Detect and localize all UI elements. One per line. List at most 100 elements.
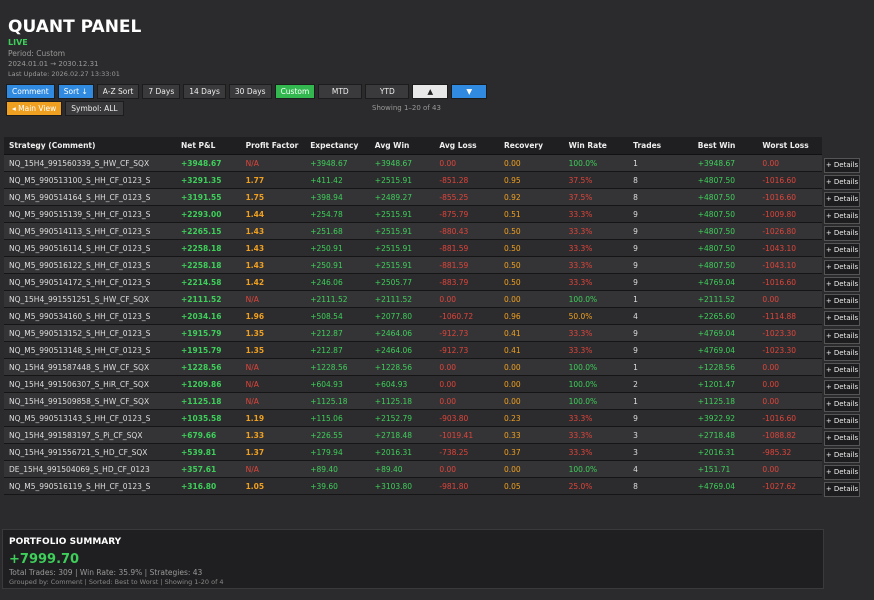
table-cell: +115.06	[305, 409, 370, 427]
table-cell: 33.3%	[563, 239, 629, 257]
details-button[interactable]: + Details	[824, 379, 860, 395]
table-cell: +4769.04	[692, 324, 758, 342]
table-cell: +4807.50	[692, 256, 758, 274]
table-cell: +254.78	[305, 205, 370, 223]
table-cell: +151.71	[692, 460, 758, 478]
toolbar-button[interactable]: ▲	[412, 84, 449, 99]
table-cell: +2515.91	[369, 205, 435, 223]
table-cell: 1.42	[240, 273, 306, 291]
table-cell: +4769.04	[692, 273, 758, 291]
details-button[interactable]: + Details	[824, 481, 860, 497]
table-cell: 1.75	[240, 188, 306, 206]
toolbar-button[interactable]: MTD	[318, 84, 363, 99]
table-cell: -738.25	[434, 443, 499, 461]
table-cell: -881.59	[434, 256, 499, 274]
table-cell: N/A	[240, 290, 306, 308]
table-row: NQ_15H4_991587448_S_HW_CF_SQX +1228.56 N/A…	[4, 358, 822, 376]
table-cell: -981.80	[434, 477, 499, 495]
symbol-button[interactable]: Symbol: ALL	[65, 101, 124, 116]
table-cell: NQ_M5_990513100_S_HH_CF_0123_S	[4, 171, 176, 189]
table-cell: N/A	[240, 460, 306, 478]
table-cell: 3	[628, 443, 693, 461]
summary: PORTFOLIO SUMMARY +7999.70 Total Trades:…	[2, 529, 824, 589]
table-cell: 3	[628, 426, 693, 444]
table-cell: NQ_M5_990534160_S_HH_CF_0123_S	[4, 307, 176, 325]
main-view-button[interactable]: ◂ Main View	[6, 101, 63, 116]
details-button[interactable]: + Details	[824, 243, 860, 259]
toolbar-2: ◂ Main View Symbol: ALL	[6, 101, 124, 116]
table-cell: +2258.18	[176, 256, 241, 274]
table-cell: -1016.60	[757, 188, 822, 206]
details-button[interactable]: + Details	[824, 328, 860, 344]
table-cell: +3291.35	[176, 171, 241, 189]
table-cell: +2111.52	[369, 290, 435, 308]
table-cell: +1915.79	[176, 324, 241, 342]
table-cell: -1043.10	[757, 239, 822, 257]
table-cell: 8	[628, 171, 693, 189]
table-cell: +3948.67	[369, 154, 435, 172]
table-cell: -1016.60	[757, 409, 822, 427]
details-button[interactable]: + Details	[824, 413, 860, 429]
table-cell: +2265.15	[176, 222, 241, 240]
toolbar-button[interactable]: YTD	[365, 84, 410, 99]
details-button[interactable]: + Details	[824, 430, 860, 446]
table-cell: +2034.16	[176, 307, 241, 325]
table-cell: 0.00	[498, 358, 564, 376]
toolbar-button[interactable]: 14 Days	[183, 84, 226, 99]
toolbar-button[interactable]: ▼	[451, 84, 488, 99]
table-cell: -912.73	[434, 341, 499, 359]
toolbar-button[interactable]: 30 Days	[228, 84, 272, 99]
toolbar-button[interactable]: Sort ↓	[57, 84, 94, 99]
table-row: NQ_M5_990534160_S_HH_CF_0123_S +2034.16 1.…	[4, 307, 822, 325]
column-header: Recovery	[498, 137, 564, 155]
table-cell: -851.28	[434, 171, 499, 189]
details-button[interactable]: + Details	[824, 175, 860, 191]
column-header: Profit Factor	[240, 137, 306, 155]
table-row: NQ_M5_990514172_S_HH_CF_0123_S +2214.58 1.…	[4, 273, 822, 291]
details-button[interactable]: + Details	[824, 362, 860, 378]
table-cell: 0.00	[434, 375, 499, 393]
toolbar-button[interactable]: 7 Days	[142, 84, 181, 99]
details-button[interactable]: + Details	[824, 396, 860, 412]
table-cell: +316.80	[176, 477, 241, 495]
table-cell: 1.35	[240, 341, 306, 359]
table-cell: +251.68	[305, 222, 370, 240]
table-cell: 0.50	[498, 273, 564, 291]
toolbar-button[interactable]: A-Z Sort	[96, 84, 140, 99]
details-button[interactable]: + Details	[824, 447, 860, 463]
details-button[interactable]: + Details	[824, 226, 860, 242]
table-cell: 1.05	[240, 477, 306, 495]
details-button[interactable]: + Details	[824, 260, 860, 276]
table-row: NQ_15H4_991506307_S_HiR_CF_SQX +1209.86 N/…	[4, 375, 822, 393]
details-button[interactable]: + Details	[824, 209, 860, 225]
table-cell: 1.37	[240, 443, 306, 461]
details-button[interactable]: + Details	[824, 192, 860, 208]
details-button[interactable]: + Details	[824, 158, 860, 173]
table-cell: +411.42	[305, 171, 370, 189]
column-header: Strategy (Comment)	[4, 137, 176, 155]
details-button[interactable]: + Details	[824, 464, 860, 480]
table-cell: 50.0%	[563, 307, 629, 325]
details-button[interactable]: + Details	[824, 277, 860, 293]
toolbar-button[interactable]: Comment	[6, 84, 55, 99]
table-cell: 100.0%	[563, 460, 629, 478]
details-button[interactable]: + Details	[824, 345, 860, 361]
details-button[interactable]: + Details	[824, 294, 860, 310]
column-header: Avg Win	[369, 137, 435, 155]
toolbar-button[interactable]: Custom	[274, 84, 316, 99]
table-row: NQ_15H4_991551251_S_HW_CF_SQX +2111.52 N/A…	[4, 290, 822, 308]
table-cell: +1228.56	[692, 358, 758, 376]
table-cell: -903.80	[434, 409, 499, 427]
table-cell: 1	[628, 392, 693, 410]
details-button[interactable]: + Details	[824, 311, 860, 327]
table-cell: 0.23	[498, 409, 564, 427]
table-cell: 0.50	[498, 239, 564, 257]
table-cell: 0.92	[498, 188, 564, 206]
table-cell: +604.93	[369, 375, 435, 393]
table-cell: +39.60	[305, 477, 370, 495]
table-cell: +4807.50	[692, 188, 758, 206]
table-cell: NQ_15H4_991551251_S_HW_CF_SQX	[4, 290, 176, 308]
table-cell: 1.43	[240, 256, 306, 274]
table-cell: NQ_M5_990514172_S_HH_CF_0123_S	[4, 273, 176, 291]
table-cell: 0.00	[757, 290, 822, 308]
